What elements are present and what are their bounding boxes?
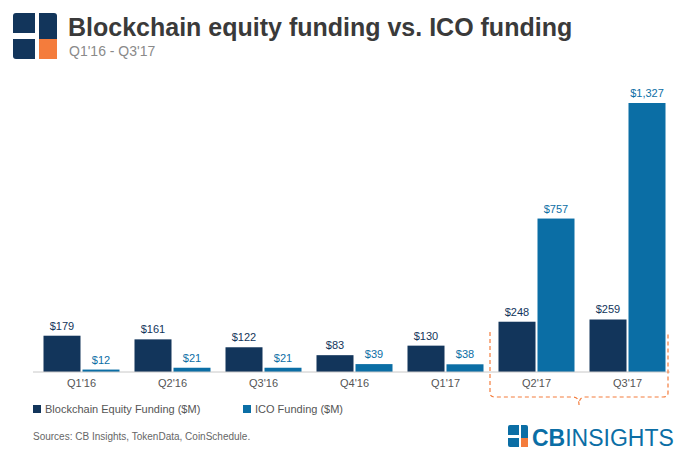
x-tick-label: Q1'16 bbox=[67, 377, 96, 389]
data-label: $130 bbox=[414, 330, 438, 342]
logo bbox=[13, 13, 57, 59]
legend-label: Blockchain Equity Funding ($M) bbox=[45, 403, 200, 415]
x-tick-label: Q3'16 bbox=[249, 377, 278, 389]
logo-accent bbox=[39, 39, 57, 59]
data-label: $39 bbox=[365, 348, 383, 360]
legend-swatch bbox=[243, 405, 251, 413]
bar bbox=[629, 103, 666, 372]
bar bbox=[135, 339, 172, 372]
title: Blockchain equity funding vs. ICO fundin… bbox=[68, 13, 572, 41]
brand-light: INSIGHTS bbox=[565, 425, 674, 451]
data-label: $38 bbox=[456, 348, 474, 360]
bar bbox=[356, 364, 393, 372]
brand-text: CBINSIGHTS bbox=[532, 425, 674, 451]
bar bbox=[265, 368, 302, 372]
data-label: $757 bbox=[544, 203, 568, 215]
chart-root: Blockchain equity funding vs. ICO fundin… bbox=[0, 0, 694, 474]
data-label: $179 bbox=[50, 320, 74, 332]
bars bbox=[44, 103, 666, 372]
x-tick-label: Q2'17 bbox=[522, 377, 551, 389]
brand: CBINSIGHTS bbox=[508, 425, 674, 451]
brand-icon-accent bbox=[521, 438, 528, 447]
data-labels: $179 $161 $122 $83 $130 $248 $259 $12 $21 $21 $39 $… bbox=[50, 87, 664, 366]
legend-label: ICO Funding ($M) bbox=[255, 403, 343, 415]
legend-swatch bbox=[33, 405, 41, 413]
brand-icon-gap bbox=[519, 425, 521, 447]
x-tick-label: Q3'17 bbox=[613, 377, 642, 389]
legend: Blockchain Equity Funding ($M) ICO Fundin… bbox=[33, 403, 343, 415]
brand-icon bbox=[508, 425, 528, 447]
data-label: $83 bbox=[326, 339, 344, 351]
chart: Blockchain equity funding vs. ICO fundin… bbox=[0, 0, 694, 474]
data-label: $122 bbox=[232, 331, 256, 343]
bar bbox=[174, 368, 211, 372]
logo-gap bbox=[35, 13, 39, 59]
bar bbox=[590, 319, 627, 372]
data-label: $12 bbox=[92, 354, 110, 366]
x-tick-label: Q4'16 bbox=[340, 377, 369, 389]
bar bbox=[44, 336, 81, 372]
logo-gap bbox=[13, 33, 35, 39]
x-tick-label: Q2'16 bbox=[158, 377, 187, 389]
data-label: $259 bbox=[596, 303, 620, 315]
brand-icon-gap bbox=[508, 435, 519, 438]
bar bbox=[447, 364, 484, 372]
bar bbox=[317, 355, 354, 372]
logo-block bbox=[13, 13, 57, 59]
brand-bold: CB bbox=[532, 425, 565, 451]
subtitle: Q1'16 - Q3'17 bbox=[69, 43, 155, 59]
bar bbox=[226, 347, 263, 372]
source: Sources: CB Insights, TokenData, CoinSch… bbox=[33, 431, 250, 442]
highlight-bracket bbox=[490, 332, 668, 405]
bar bbox=[538, 219, 575, 372]
bar bbox=[499, 322, 536, 372]
data-label: $161 bbox=[141, 323, 165, 335]
data-label: $1,327 bbox=[630, 87, 664, 99]
bar bbox=[408, 346, 445, 372]
data-label: $21 bbox=[274, 352, 292, 364]
data-label: $21 bbox=[183, 352, 201, 364]
x-tick-label: Q1'17 bbox=[431, 377, 460, 389]
data-label: $248 bbox=[505, 306, 529, 318]
baseline bbox=[33, 372, 670, 373]
